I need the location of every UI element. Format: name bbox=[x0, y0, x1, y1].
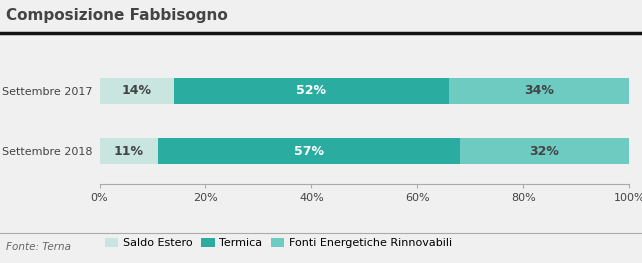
Bar bbox=[173, 78, 449, 104]
Text: 57%: 57% bbox=[294, 145, 324, 158]
Text: 34%: 34% bbox=[524, 84, 554, 97]
Text: Composizione Fabbisogno: Composizione Fabbisogno bbox=[6, 8, 228, 23]
Bar bbox=[449, 78, 629, 104]
Text: Fonte: Terna: Fonte: Terna bbox=[6, 242, 71, 252]
Text: 11%: 11% bbox=[114, 145, 144, 158]
Text: 14%: 14% bbox=[121, 84, 152, 97]
Text: 32%: 32% bbox=[530, 145, 559, 158]
Bar bbox=[460, 138, 629, 164]
Bar bbox=[100, 138, 158, 164]
Bar bbox=[100, 78, 173, 104]
Legend: Saldo Estero, Termica, Fonti Energetiche Rinnovabili: Saldo Estero, Termica, Fonti Energetiche… bbox=[105, 238, 452, 248]
Bar bbox=[158, 138, 460, 164]
Text: 52%: 52% bbox=[297, 84, 326, 97]
